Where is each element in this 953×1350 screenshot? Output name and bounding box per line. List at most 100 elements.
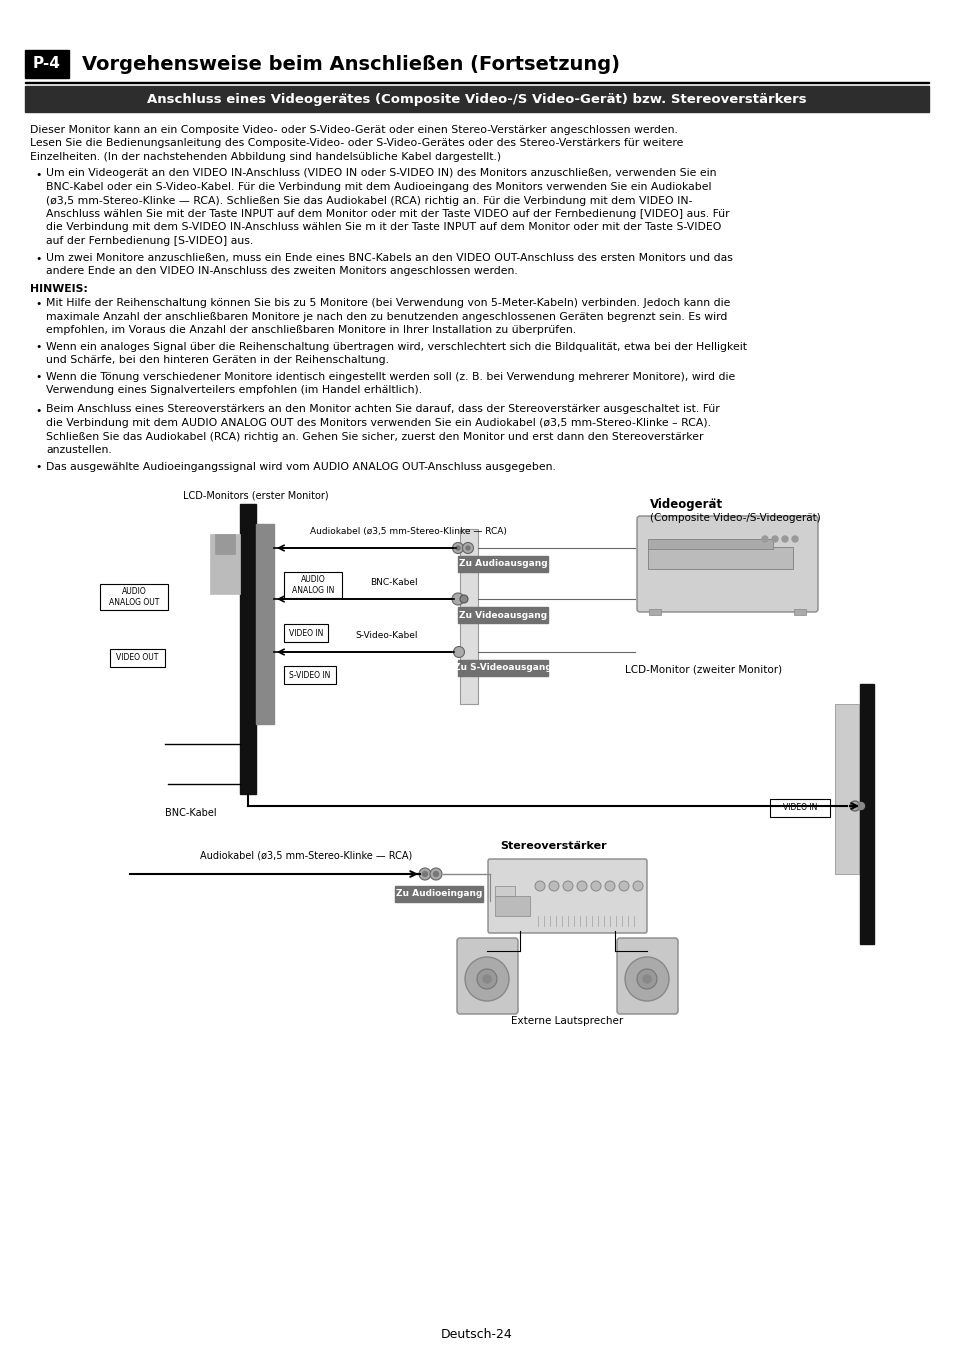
Circle shape <box>577 882 586 891</box>
Text: Das ausgewählte Audioeingangssignal wird vom AUDIO ANALOG OUT-Anschluss ausgege: Das ausgewählte Audioeingangssignal wir… <box>46 462 556 471</box>
Text: Stereoverstärker: Stereoverstärker <box>499 841 606 850</box>
Text: Schließen Sie das Audiokabel (RCA) richtig an. Gehen Sie sicher, zuerst den Moni: Schließen Sie das Audiokabel (RCA) richt… <box>46 432 702 441</box>
Circle shape <box>642 975 650 983</box>
Bar <box>793 609 805 616</box>
FancyBboxPatch shape <box>488 859 646 933</box>
Text: (Composite Video-/S-Videogerät): (Composite Video-/S-Videogerät) <box>649 513 820 522</box>
Text: Deutsch-24: Deutsch-24 <box>440 1328 513 1342</box>
Text: Um ein Videogerät an den VIDEO IN-Anschluss (VIDEO IN oder S-VIDEO IN) des Moni: Um ein Videogerät an den VIDEO IN-Ansch… <box>46 169 716 178</box>
Text: BNC-Kabel oder ein S-Video-Kabel. Für die Verbindung mit dem Audioeingang des M: BNC-Kabel oder ein S-Video-Kabel. Für d… <box>46 182 711 192</box>
Bar <box>25 50 69 78</box>
Circle shape <box>857 802 863 810</box>
Circle shape <box>637 969 657 990</box>
Text: S-VIDEO IN: S-VIDEO IN <box>289 671 331 679</box>
Text: •: • <box>35 343 41 352</box>
Text: Audiokabel (ø3,5 mm-Stereo-Klinke — RCA): Audiokabel (ø3,5 mm-Stereo-Klinke — RCA) <box>310 526 506 536</box>
Text: Externe Lautsprecher: Externe Lautsprecher <box>511 1017 623 1026</box>
Bar <box>395 886 482 902</box>
Circle shape <box>456 545 459 549</box>
Text: Zu Audioausgang: Zu Audioausgang <box>458 559 547 568</box>
Circle shape <box>430 868 441 880</box>
Bar <box>647 547 792 568</box>
Circle shape <box>459 595 468 603</box>
Circle shape <box>476 969 497 990</box>
Text: Videogerät: Videogerät <box>649 498 722 512</box>
Text: •: • <box>35 373 41 382</box>
Bar <box>457 556 547 572</box>
Text: AUDIO
ANALOG IN: AUDIO ANALOG IN <box>292 575 334 595</box>
Text: auf der Fernbedienung [S-VIDEO] aus.: auf der Fernbedienung [S-VIDEO] aus. <box>46 236 253 246</box>
Text: Anschluss eines Videogerätes (Composite Video-/S Video-Gerät) bzw. Stereoverstä: Anschluss eines Videogerätes (Composite… <box>147 93 806 105</box>
Text: VIDEO IN: VIDEO IN <box>289 629 323 637</box>
Bar <box>284 624 328 643</box>
Text: Lesen Sie die Bedienungsanleitung des Composite-Video- oder S-Video-Gerätes oder: Lesen Sie die Bedienungsanleitung des Co… <box>30 139 682 148</box>
Circle shape <box>482 975 491 983</box>
Bar <box>457 660 547 676</box>
Bar <box>495 896 530 917</box>
Text: BNC-Kabel: BNC-Kabel <box>165 809 216 818</box>
Text: Audiokabel (ø3,5 mm-Stereo-Klinke — RCA): Audiokabel (ø3,5 mm-Stereo-Klinke — RCA) <box>200 850 412 861</box>
Text: Verwendung eines Signalverteilers empfohlen (im Handel erhältlich).: Verwendung eines Signalverteilers empfoh… <box>46 385 421 396</box>
Text: und Schärfe, bei den hinteren Geräten in der Reihenschaltung.: und Schärfe, bei den hinteren Geräten … <box>46 355 389 364</box>
Circle shape <box>771 536 778 541</box>
Bar <box>100 585 168 610</box>
Bar <box>214 535 234 554</box>
Circle shape <box>433 872 438 876</box>
Circle shape <box>452 543 463 554</box>
Text: Wenn ein analoges Signal über die Reihenschaltung übertragen wird, verschlecht: Wenn ein analoges Signal über die Reihe… <box>46 342 746 351</box>
FancyBboxPatch shape <box>637 516 817 612</box>
Text: die Verbindung mit dem S-VIDEO IN-Anschluss wählen Sie m it der Taste INPUT auf: die Verbindung mit dem S-VIDEO IN-Anschl… <box>46 223 720 232</box>
Text: Vorgehensweise beim Anschließen (Fortsetzung): Vorgehensweise beim Anschließen (Fortset… <box>82 54 619 73</box>
Text: Wenn die Tönung verschiedener Monitore identisch eingestellt werden soll (z. B.: Wenn die Tönung verschiedener Monitore … <box>46 371 735 382</box>
Circle shape <box>633 882 642 891</box>
Circle shape <box>618 882 628 891</box>
Circle shape <box>562 882 573 891</box>
Text: BNC-Kabel: BNC-Kabel <box>370 578 417 587</box>
Text: Einzelheiten. (In der nachstehenden Abbildung sind handelsübliche Kabel dargest: Einzelheiten. (In der nachstehenden Abbi… <box>30 153 500 162</box>
Bar <box>647 539 772 549</box>
Bar <box>284 666 335 684</box>
Text: S-Video-Kabel: S-Video-Kabel <box>355 630 417 640</box>
Circle shape <box>465 545 470 549</box>
Circle shape <box>462 543 473 554</box>
Bar <box>859 684 873 944</box>
Circle shape <box>604 882 615 891</box>
Text: Zu S-Videoausgang: Zu S-Videoausgang <box>454 663 551 672</box>
Text: •: • <box>35 254 41 263</box>
Bar <box>240 504 255 794</box>
Bar <box>459 529 477 703</box>
Bar <box>25 81 928 82</box>
Circle shape <box>849 801 859 811</box>
Bar <box>25 86 928 112</box>
Text: AUDIO
ANALOG OUT: AUDIO ANALOG OUT <box>109 587 159 606</box>
Text: andere Ende an den VIDEO IN-Anschluss des zweiten Monitors angeschlossen werden.: andere Ende an den VIDEO IN-Anschluss de… <box>46 266 517 275</box>
Text: Mit Hilfe der Reihenschaltung können Sie bis zu 5 Monitore (bei Verwendung von : Mit Hilfe der Reihenschaltung können Si… <box>46 298 730 308</box>
Circle shape <box>791 536 797 541</box>
Bar <box>834 703 858 873</box>
Text: LCD-Monitors (erster Monitor): LCD-Monitors (erster Monitor) <box>183 490 328 500</box>
Bar <box>457 608 547 622</box>
Text: Zu Videoausgang: Zu Videoausgang <box>458 610 546 620</box>
Bar <box>255 524 274 724</box>
Text: anzustellen.: anzustellen. <box>46 446 112 455</box>
Circle shape <box>781 536 787 541</box>
Circle shape <box>624 957 668 1000</box>
Circle shape <box>535 882 544 891</box>
Circle shape <box>464 957 509 1000</box>
FancyBboxPatch shape <box>456 938 517 1014</box>
Text: VIDEO OUT: VIDEO OUT <box>115 653 158 663</box>
FancyBboxPatch shape <box>617 938 678 1014</box>
Bar <box>284 572 341 598</box>
Bar <box>110 649 165 667</box>
Text: empfohlen, im Voraus die Anzahl der anschließbaren Monitore in Ihrer Installatio: empfohlen, im Voraus die Anzahl der ansc… <box>46 325 576 335</box>
Text: P-4: P-4 <box>33 57 61 72</box>
Circle shape <box>761 536 767 541</box>
Text: Anschluss wählen Sie mit der Taste INPUT auf dem Monitor oder mit der Taste VID: Anschluss wählen Sie mit der Taste INPU… <box>46 209 729 219</box>
Circle shape <box>548 882 558 891</box>
Text: •: • <box>35 298 41 309</box>
Text: •: • <box>35 405 41 416</box>
Bar <box>648 609 660 616</box>
Text: •: • <box>35 170 41 180</box>
Text: Beim Anschluss eines Stereoverstärkers an den Monitor achten Sie darauf, dass d: Beim Anschluss eines Stereoverstärkers … <box>46 405 719 414</box>
Text: (ø3,5 mm-Stereo-Klinke — RCA). Schließen Sie das Audiokabel (RCA) richtig an. Fu: (ø3,5 mm-Stereo-Klinke — RCA). Schließen… <box>46 196 692 205</box>
